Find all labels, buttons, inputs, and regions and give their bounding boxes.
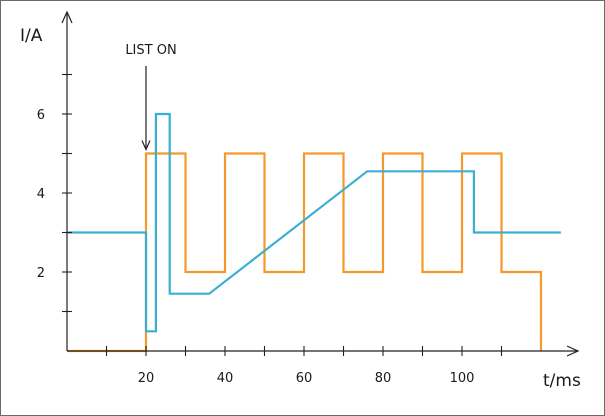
annotation-arrow-head	[141, 140, 151, 151]
x-tick-label: 40	[217, 371, 234, 386]
y-tick-label: 4	[37, 187, 45, 202]
axes-layer	[61, 10, 580, 357]
x-axis-label: t/ms	[543, 371, 581, 391]
series-line-1	[67, 152, 543, 353]
x-tick-label: 20	[138, 371, 155, 386]
series-layer	[67, 112, 561, 353]
series-line-2	[67, 112, 561, 333]
x-tick-label: 100	[450, 371, 475, 386]
x-axis-arrow	[566, 345, 580, 357]
y-tick-label: 2	[37, 266, 45, 281]
y-axis-arrow	[61, 10, 73, 24]
x-tick-label: 80	[375, 371, 392, 386]
annotation-list-on: LIST ON	[125, 43, 176, 58]
ticks-layer: 20 40 60 80 100 2 4 6	[37, 73, 503, 386]
x-tick-label: 60	[296, 371, 313, 386]
y-tick-label: 6	[37, 108, 45, 123]
y-axis-label: I/A	[20, 26, 43, 46]
